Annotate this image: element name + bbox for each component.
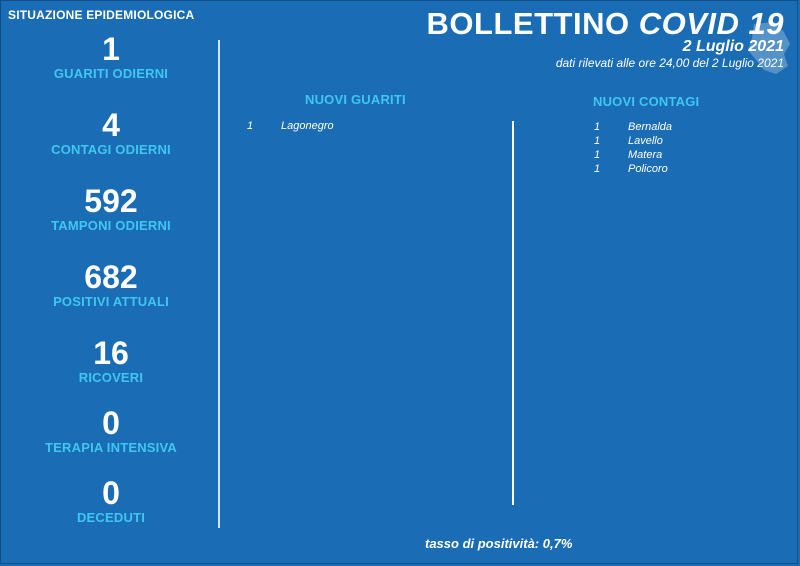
stat-tamponi: 592 TAMPONI ODIERNI: [0, 184, 222, 234]
stat-value: 0: [102, 475, 120, 511]
list-item: 1 Matera: [594, 148, 744, 162]
stat-label: POSITIVI ATTUALI: [53, 294, 169, 309]
stat-label: CONTAGI ODIERNI: [51, 142, 171, 157]
row-city: Lagonegro: [281, 120, 334, 132]
contagi-heading: NUOVI CONTAGI: [593, 94, 700, 109]
basilicata-map-icon: [748, 22, 790, 74]
stat-positivi: 682 POSITIVI ATTUALI: [0, 260, 222, 310]
bulletin-title: BOLLETTINO COVID 19: [427, 6, 784, 42]
stat-value: 4: [102, 107, 120, 143]
row-count: 1: [594, 149, 601, 161]
divider-left: [218, 40, 220, 528]
stat-label: DECEDUTI: [76, 510, 146, 525]
stat-value: 682: [84, 259, 138, 295]
stat-label: RICOVERI: [78, 370, 144, 385]
stat-value: 1: [102, 31, 120, 67]
stat-value: 592: [84, 183, 138, 219]
row-city: Policoro: [628, 163, 668, 175]
list-item: 1 Lagonegro: [247, 119, 447, 133]
list-item: 1 Policoro: [594, 162, 744, 176]
row-count: 1: [594, 121, 601, 133]
list-item: 1 Lavello: [594, 134, 744, 148]
stat-label: TAMPONI ODIERNI: [51, 218, 171, 233]
stat-value: 16: [93, 335, 129, 371]
stat-deceduti: 0 DECEDUTI: [0, 476, 222, 526]
row-city: Bernalda: [628, 121, 673, 133]
row-count: 1: [594, 135, 601, 147]
stat-contagi: 4 CONTAGI ODIERNI: [0, 108, 222, 158]
title-accent: COVID 19: [638, 6, 784, 41]
stat-label: TERAPIA INTENSIVA: [45, 440, 177, 455]
row-city: Matera: [628, 149, 663, 161]
stat-value: 0: [102, 405, 120, 441]
stat-label: GUARITI ODIERNI: [53, 66, 169, 81]
bulletin-date: 2 Luglio 2021: [682, 38, 784, 55]
row-count: 1: [247, 120, 254, 132]
stat-ricoveri: 16 RICOVERI: [0, 336, 222, 386]
section-title: SITUAZIONE EPIDEMIOLOGICA: [8, 8, 195, 22]
stats-column: 1 GUARITI ODIERNI 4 CONTAGI ODIERNI 592 …: [0, 32, 222, 532]
row-count: 1: [594, 163, 601, 175]
stat-guariti: 1 GUARITI ODIERNI: [0, 32, 222, 82]
stat-terapia-intensiva: 0 TERAPIA INTENSIVA: [0, 406, 222, 456]
row-city: Lavello: [628, 135, 663, 147]
title-main: BOLLETTINO: [426, 6, 630, 41]
guariti-heading: NUOVI GUARITI: [305, 92, 406, 107]
list-item: 1 Bernalda: [594, 120, 744, 134]
bulletin-subdate: dati rilevati alle ore 24,00 del 2 Lugli…: [555, 56, 784, 70]
positivity-rate: tasso di positività: 0,7%: [425, 536, 573, 551]
divider-middle: [512, 121, 514, 505]
